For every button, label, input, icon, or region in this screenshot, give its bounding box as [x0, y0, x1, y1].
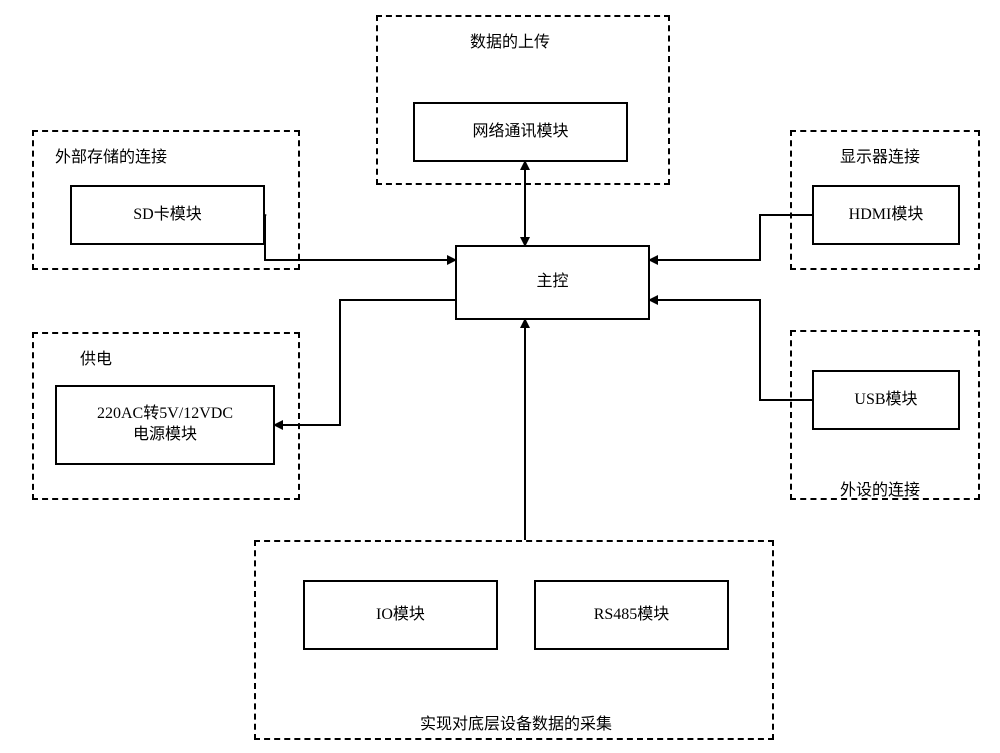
box-network-module: 网络通讯模块 — [413, 102, 628, 162]
box-psu-module-label: 220AC转5V/12VDC 电源模块 — [97, 404, 233, 446]
box-main-controller: 主控 — [455, 245, 650, 320]
box-rs485-module-label: RS485模块 — [594, 605, 670, 626]
box-hdmi-module: HDMI模块 — [812, 185, 960, 245]
connector-sd-to-main — [265, 215, 455, 260]
box-rs485-module: RS485模块 — [534, 580, 729, 650]
box-hdmi-module-label: HDMI模块 — [849, 205, 924, 226]
box-psu-module: 220AC转5V/12VDC 电源模块 — [55, 385, 275, 465]
box-usb-module: USB模块 — [812, 370, 960, 430]
diagram-stage: 数据的上传 外部存储的连接 供电 显示器连接 外设的连接 实现对底层设备数据的采… — [0, 0, 1000, 753]
box-network-module-label: 网络通讯模块 — [472, 122, 568, 143]
box-sd-module-label: SD卡模块 — [133, 205, 201, 226]
box-sd-module: SD卡模块 — [70, 185, 265, 245]
box-usb-module-label: USB模块 — [854, 390, 917, 411]
box-main-controller-label: 主控 — [536, 272, 568, 293]
connector-psu-to-main — [275, 300, 455, 425]
connector-hdmi-to-main — [650, 215, 812, 260]
connector-usb-to-main — [650, 300, 812, 400]
box-io-module: IO模块 — [303, 580, 498, 650]
box-io-module-label: IO模块 — [376, 605, 425, 626]
